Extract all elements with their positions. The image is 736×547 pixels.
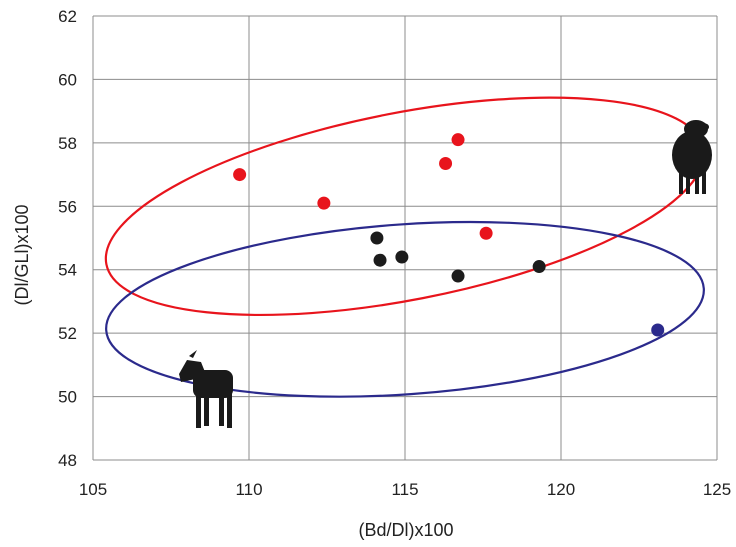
y-tick-label: 48 [58, 451, 77, 470]
data-point [373, 253, 387, 267]
data-points [233, 133, 665, 337]
y-tick-label: 56 [58, 197, 77, 216]
x-tick-label: 105 [79, 480, 107, 499]
sheep-icon [672, 120, 712, 194]
y-tick-label: 58 [58, 134, 77, 153]
data-point [479, 226, 493, 240]
data-point [439, 156, 453, 170]
data-point [451, 133, 465, 147]
y-tick-label: 52 [58, 324, 77, 343]
y-tick-label: 54 [58, 261, 77, 280]
confidence-ellipse [105, 220, 705, 398]
data-point [451, 269, 465, 283]
data-point [651, 323, 665, 337]
grid [92, 15, 718, 461]
data-point [532, 260, 546, 274]
data-point [395, 250, 409, 264]
data-point [370, 231, 384, 245]
goat-icon [179, 350, 233, 428]
x-tick-label: 115 [391, 480, 418, 499]
tick-labels: 105 110 115 120 125 48 50 52 54 56 58 60 62 [58, 7, 731, 499]
y-tick-label: 62 [58, 7, 77, 26]
data-point [317, 196, 331, 210]
y-axis-label: (Dl/GLl)x100 [12, 204, 32, 305]
x-axis-label: (Bd/Dl)x100 [358, 520, 453, 540]
x-tick-label: 110 [235, 480, 262, 499]
x-tick-label: 120 [547, 480, 575, 499]
data-point [233, 168, 247, 182]
x-tick-label: 125 [703, 480, 731, 499]
y-tick-label: 60 [58, 70, 77, 89]
y-tick-label: 50 [58, 388, 77, 407]
